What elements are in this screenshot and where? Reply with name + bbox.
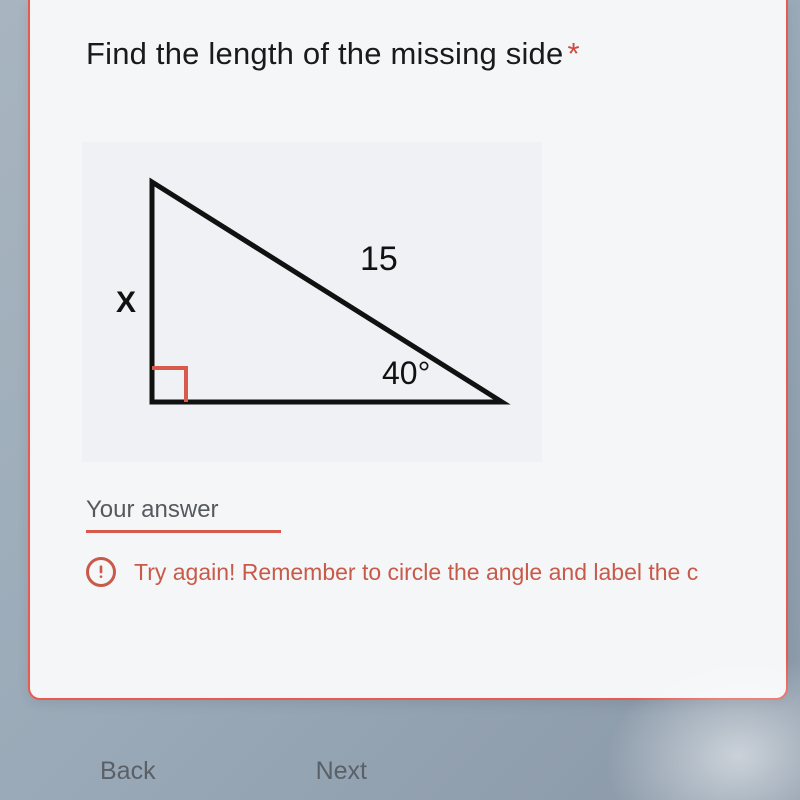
nav-buttons: Back Next [100, 757, 367, 786]
feedback-row: Try again! Remember to circle the angle … [86, 557, 742, 587]
question-label: Find the length of the missing side [86, 36, 563, 71]
answer-input[interactable]: Your answer [86, 496, 281, 533]
label-x: X [116, 286, 136, 319]
label-angle: 40° [382, 355, 430, 391]
feedback-text: Try again! Remember to circle the angle … [134, 559, 698, 586]
right-angle-marker [152, 368, 186, 402]
answer-row: Your answer [86, 496, 742, 533]
question-text: Find the length of the missing side* [86, 36, 742, 72]
label-hypotenuse: 15 [360, 240, 398, 278]
required-asterisk: * [567, 36, 579, 71]
warning-icon [86, 557, 116, 587]
triangle-svg: X 15 40° [82, 142, 542, 462]
next-button[interactable]: Next [316, 757, 367, 786]
triangle-shape [152, 182, 502, 402]
triangle-figure: X 15 40° [82, 142, 542, 462]
question-card: Find the length of the missing side* X 1… [28, 0, 788, 700]
back-button[interactable]: Back [100, 757, 156, 786]
